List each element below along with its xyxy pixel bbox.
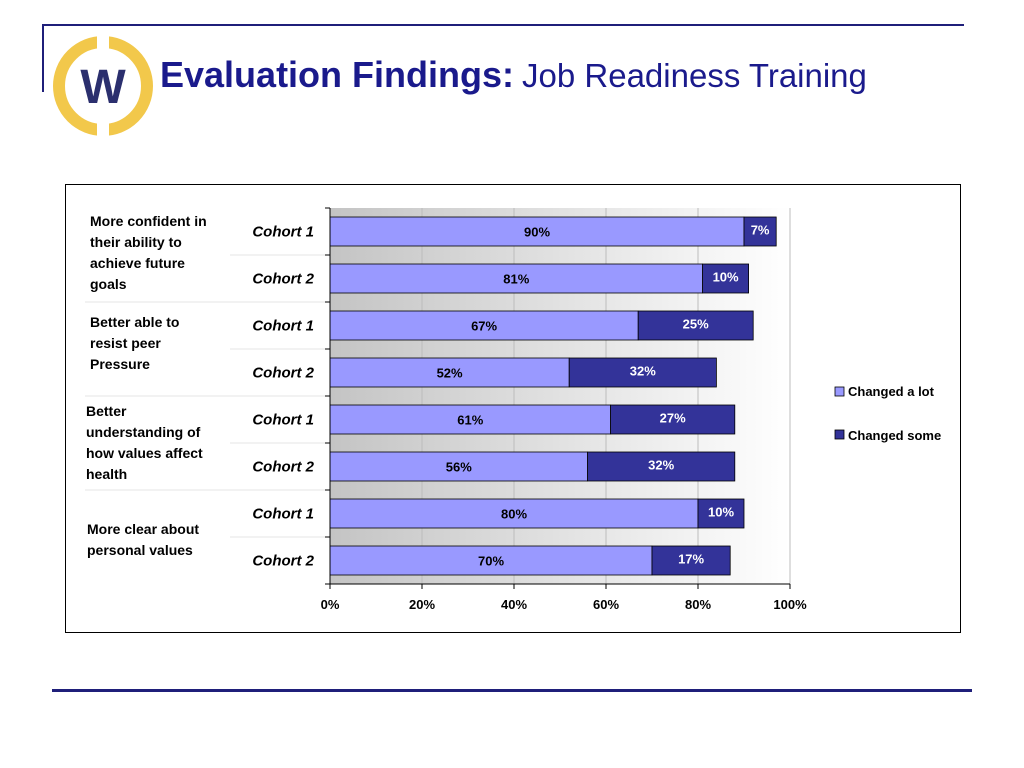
x-tick-label: 100% bbox=[773, 597, 807, 612]
x-tick-label: 60% bbox=[593, 597, 619, 612]
data-label-changed-a-lot: 56% bbox=[446, 460, 472, 475]
data-label-changed-a-lot: 67% bbox=[471, 319, 497, 334]
legend-label-changed-a-lot: Changed a lot bbox=[848, 384, 935, 399]
data-label-changed-a-lot: 90% bbox=[524, 225, 550, 240]
x-tick-label: 20% bbox=[409, 597, 435, 612]
statement-label: Better bbox=[86, 403, 127, 419]
bar-changed-some bbox=[568, 357, 717, 388]
cohort-label: Cohort 2 bbox=[252, 553, 314, 570]
statement-label: Better able to bbox=[90, 314, 179, 330]
x-tick-label: 80% bbox=[685, 597, 711, 612]
cohort-label: Cohort 2 bbox=[252, 271, 314, 288]
bar-changed-a-lot bbox=[329, 545, 653, 576]
x-tick-label: 40% bbox=[501, 597, 527, 612]
statement-label: how values affect bbox=[86, 445, 203, 461]
data-label-changed-some: 32% bbox=[648, 458, 674, 473]
bar-changed-some bbox=[697, 498, 745, 529]
bar-changed-a-lot bbox=[329, 498, 699, 529]
statement-label: Pressure bbox=[90, 356, 150, 372]
top-rule bbox=[42, 24, 964, 26]
cohort-label: Cohort 1 bbox=[252, 506, 314, 523]
bar-changed-some bbox=[610, 404, 736, 435]
statement-label: achieve future bbox=[90, 255, 185, 271]
statement-label: More clear about bbox=[87, 521, 199, 537]
data-label-changed-a-lot: 80% bbox=[501, 507, 527, 522]
statement-label: their ability to bbox=[90, 234, 182, 250]
bar-changed-a-lot bbox=[329, 310, 639, 341]
data-label-changed-some: 7% bbox=[751, 223, 770, 238]
left-rule bbox=[42, 24, 44, 92]
bar-changed-some bbox=[587, 451, 736, 482]
x-tick-label: 0% bbox=[321, 597, 340, 612]
data-label-changed-some: 10% bbox=[713, 270, 739, 285]
bar-changed-some bbox=[743, 216, 777, 247]
legend-label-changed-some: Changed some bbox=[848, 428, 941, 443]
statement-label: understanding of bbox=[86, 424, 201, 440]
page-title: Evaluation Findings: Job Readiness Traini… bbox=[160, 50, 867, 100]
data-label-changed-some: 17% bbox=[678, 552, 704, 567]
data-label-changed-a-lot: 81% bbox=[503, 272, 529, 287]
cohort-label: Cohort 2 bbox=[252, 365, 314, 382]
cohort-label: Cohort 2 bbox=[252, 459, 314, 476]
title-subtitle: Job Readiness Training bbox=[522, 57, 867, 94]
data-label-changed-some: 25% bbox=[683, 317, 709, 332]
bottom-rule bbox=[52, 689, 972, 692]
bar-changed-a-lot bbox=[329, 357, 570, 388]
statement-label: goals bbox=[90, 276, 127, 292]
w-logo-icon: W bbox=[53, 33, 153, 139]
legend-swatch-changed-a-lot bbox=[834, 386, 845, 397]
data-label-changed-some: 10% bbox=[708, 505, 734, 520]
statement-label: personal values bbox=[87, 542, 193, 558]
legend-swatch-changed-some bbox=[834, 429, 845, 440]
cohort-label: Cohort 1 bbox=[252, 224, 314, 241]
statement-label: resist peer bbox=[90, 335, 161, 351]
bar-changed-a-lot bbox=[329, 404, 612, 435]
data-label-changed-a-lot: 70% bbox=[478, 554, 504, 569]
data-label-changed-a-lot: 61% bbox=[457, 413, 483, 428]
title-bold: Evaluation Findings: bbox=[160, 54, 515, 95]
statement-label: health bbox=[86, 466, 127, 482]
bar-changed-a-lot bbox=[329, 263, 704, 294]
cohort-label: Cohort 1 bbox=[252, 318, 314, 335]
bar-changed-some bbox=[651, 545, 731, 576]
statement-label: More confident in bbox=[90, 213, 207, 229]
logo-letter: W bbox=[80, 61, 126, 114]
bar-changed-some bbox=[637, 310, 754, 341]
data-label-changed-some: 32% bbox=[630, 364, 656, 379]
data-label-changed-a-lot: 52% bbox=[437, 366, 463, 381]
data-label-changed-some: 27% bbox=[660, 411, 686, 426]
cohort-label: Cohort 1 bbox=[252, 412, 314, 429]
bar-changed-some bbox=[702, 263, 749, 294]
